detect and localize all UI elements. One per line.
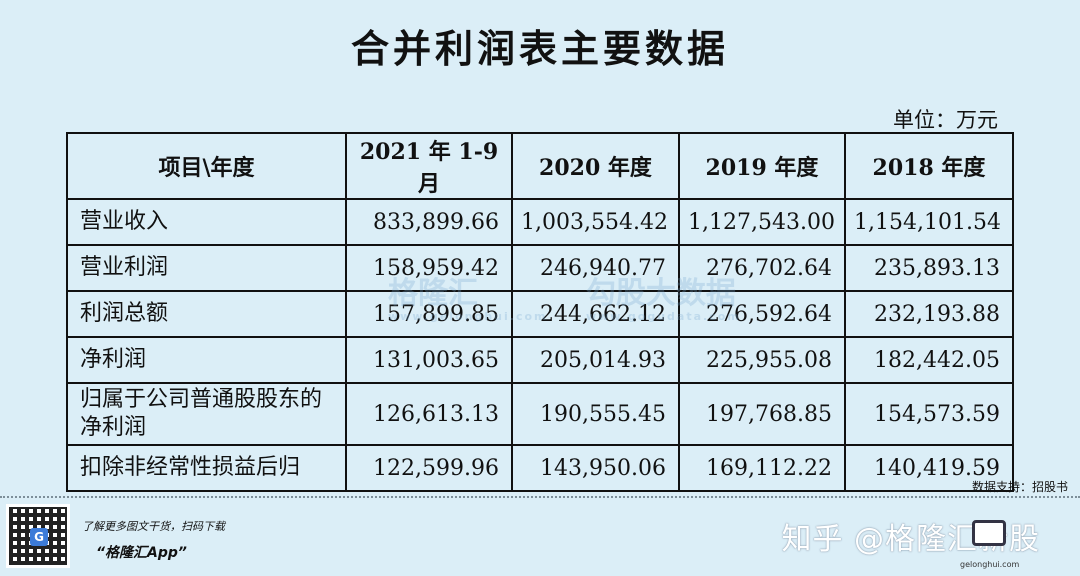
cell-value: 154,573.59 [844,382,1014,446]
cell-value: 276,592.64 [678,290,846,338]
cell-value: 276,702.64 [678,244,846,292]
cell-value: 122,599.96 [345,444,513,492]
cell-value: 143,950.06 [511,444,680,492]
cell-value: 140,419.59 [844,444,1014,492]
cell-value: 225,955.08 [678,336,846,384]
promo-text: 了解更多图文干货，扫码下载 [82,520,225,533]
table-row: 归属于公司普通股股东的净利润 126,613.13 190,555.45 197… [66,382,1014,446]
row-label: 净利润 [66,336,347,384]
cell-value: 205,014.93 [511,336,680,384]
data-source-note: 数据支持：招股书 [971,480,1068,494]
corner-logo-url: gelonghui.com [960,560,1020,569]
cell-value: 1,003,554.42 [511,198,680,246]
cell-value: 246,940.77 [511,244,680,292]
row-label: 营业收入 [66,198,347,246]
row-label: 归属于公司普通股股东的净利润 [66,382,347,446]
table-row: 营业利润 158,959.42 246,940.77 276,702.64 23… [66,244,1014,292]
cell-value: 131,003.65 [345,336,513,384]
cell-value: 126,613.13 [345,382,513,446]
header-2018: 2018 年度 [844,132,1014,200]
qr-logo-icon: G [30,528,48,546]
cell-value: 157,899.85 [345,290,513,338]
row-label: 营业利润 [66,244,347,292]
table-row: 净利润 131,003.65 205,014.93 225,955.08 182… [66,336,1014,384]
table-row: 扣除非经常性损益后归 122,599.96 143,950.06 169,112… [66,444,1014,492]
table-header-row: 项目\年度 2021 年 1-9 月 2020 年度 2019 年度 2018 … [66,132,1014,200]
table-row: 营业收入 833,899.66 1,003,554.42 1,127,543.0… [66,198,1014,246]
cell-value: 169,112.22 [678,444,846,492]
cell-value: 833,899.66 [345,198,513,246]
cell-value: 244,662.12 [511,290,680,338]
cell-value: 158,959.42 [345,244,513,292]
cell-value: 232,193.88 [844,290,1014,338]
header-item-year: 项目\年度 [66,132,347,200]
page-title: 合并利润表主要数据 [350,27,729,71]
cell-value: 190,555.45 [511,382,680,446]
row-label: 扣除非经常性损益后归 [66,444,347,492]
footer-divider [0,496,1080,498]
gelonghui-logo-icon [972,520,1006,546]
header-2020: 2020 年度 [511,132,680,200]
cell-value: 182,442.05 [844,336,1014,384]
income-statement-table: 项目\年度 2021 年 1-9 月 2020 年度 2019 年度 2018 … [66,132,1014,492]
cell-value: 1,127,543.00 [678,198,846,246]
unit-label: 单位：万元 [893,108,998,132]
table-row: 利润总额 157,899.85 244,662.12 276,592.64 23… [66,290,1014,338]
row-label: 利润总额 [66,290,347,338]
cell-value: 1,154,101.54 [844,198,1014,246]
cell-value: 235,893.13 [844,244,1014,292]
promo-app-name: “格隆汇App” [96,545,187,561]
header-2019: 2019 年度 [678,132,846,200]
cell-value: 197,768.85 [678,382,846,446]
header-2021q3: 2021 年 1-9 月 [345,132,513,200]
